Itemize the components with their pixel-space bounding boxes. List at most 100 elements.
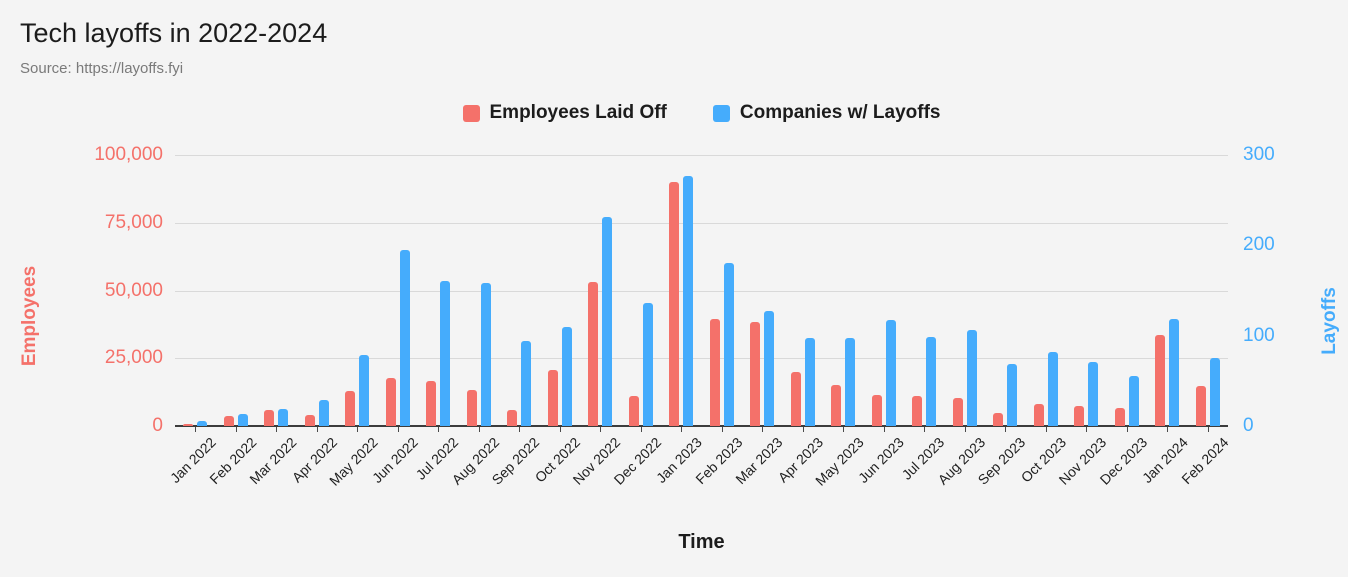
- bar-employees-laid-off-feb-2024[interactable]: [1195, 385, 1206, 426]
- bar-employees-laid-off-dec-2022[interactable]: [628, 395, 639, 426]
- bar-employees-laid-off-mar-2022[interactable]: [264, 410, 275, 426]
- bar-companies-w-layoffs-feb-2024[interactable]: [1209, 358, 1220, 426]
- bar-employees-laid-off-sep-2022[interactable]: [507, 410, 518, 426]
- bar-group-may-2023: [823, 155, 864, 426]
- gridline: [175, 358, 1228, 360]
- x-axis-tick-labels: Jan 2022 Feb 2022 Mar 2022 Apr 2022 May 2022…: [167, 434, 1232, 514]
- bar-employees-laid-off-jun-2023[interactable]: [871, 394, 882, 426]
- bar-companies-w-layoffs-sep-2022[interactable]: [521, 341, 532, 426]
- legend-item-companies-with-layoffs[interactable]: Companies w/ Layoffs: [712, 102, 940, 124]
- x-axis-tick-mark: [316, 427, 318, 432]
- bar-group-dec-2023: [1107, 155, 1148, 426]
- bar-employees-laid-off-apr-2022[interactable]: [304, 414, 315, 426]
- bar-companies-w-layoffs-apr-2022[interactable]: [318, 399, 329, 426]
- bar-employees-laid-off-may-2023[interactable]: [831, 384, 842, 426]
- bar-employees-laid-off-jan-2023[interactable]: [669, 182, 680, 426]
- x-axis-tick-mark: [1167, 427, 1169, 432]
- y-axis-title-employees: Employees: [19, 265, 40, 367]
- bar-group-feb-2022: [216, 155, 257, 426]
- bar-employees-laid-off-aug-2022[interactable]: [466, 389, 477, 426]
- y-left-tick-label: 25,000: [104, 347, 163, 369]
- bar-companies-w-layoffs-feb-2022[interactable]: [237, 414, 248, 426]
- x-axis-tick-mark: [802, 427, 804, 432]
- x-axis-tick-marks: [175, 427, 1228, 433]
- bar-companies-w-layoffs-jul-2022[interactable]: [440, 281, 451, 426]
- bar-companies-w-layoffs-jan-2024[interactable]: [1169, 319, 1180, 426]
- bar-employees-laid-off-jan-2024[interactable]: [1155, 334, 1166, 426]
- bar-employees-laid-off-oct-2023[interactable]: [1033, 404, 1044, 426]
- bar-companies-w-layoffs-jun-2023[interactable]: [885, 320, 896, 426]
- x-axis-tick-mark: [883, 427, 885, 432]
- x-axis-title-time: Time: [678, 531, 725, 553]
- bar-companies-w-layoffs-nov-2022[interactable]: [602, 217, 613, 426]
- x-axis-tick-mark: [276, 427, 278, 432]
- bar-employees-laid-off-apr-2023[interactable]: [790, 371, 801, 426]
- gridline: [175, 155, 1228, 156]
- y-axis-title-layoffs: Layoffs: [1319, 287, 1340, 355]
- bar-group-jun-2023: [864, 155, 905, 426]
- chart-source-subtitle: Source: https://layoffs.fyi: [20, 60, 184, 77]
- bar-employees-laid-off-mar-2023[interactable]: [750, 321, 761, 426]
- x-axis-tick-mark: [1126, 427, 1128, 432]
- bar-employees-laid-off-aug-2023[interactable]: [952, 397, 963, 426]
- bar-employees-laid-off-nov-2022[interactable]: [588, 281, 599, 426]
- bar-companies-w-layoffs-feb-2023[interactable]: [723, 263, 734, 426]
- x-axis-tick-mark: [397, 427, 399, 432]
- x-axis-tick-mark: [1207, 427, 1209, 432]
- x-axis-tick-mark: [762, 427, 764, 432]
- bar-companies-w-layoffs-aug-2023[interactable]: [966, 330, 977, 426]
- bar-employees-laid-off-may-2022[interactable]: [345, 390, 356, 426]
- x-axis-tick-mark: [357, 427, 359, 432]
- bar-companies-w-layoffs-mar-2022[interactable]: [278, 408, 289, 426]
- bar-companies-w-layoffs-may-2022[interactable]: [359, 354, 370, 426]
- y-right-tick-label: 300: [1243, 144, 1275, 165]
- bar-group-sep-2023: [985, 155, 1026, 426]
- bar-companies-w-layoffs-jan-2023[interactable]: [683, 175, 694, 426]
- bar-companies-w-layoffs-jun-2022[interactable]: [399, 249, 410, 426]
- bar-employees-laid-off-feb-2022[interactable]: [223, 415, 234, 426]
- bar-companies-w-layoffs-dec-2023[interactable]: [1128, 376, 1139, 426]
- x-axis-tick-mark: [1086, 427, 1088, 432]
- bar-group-oct-2022: [540, 155, 581, 426]
- bar-group-aug-2022: [459, 155, 500, 426]
- bar-group-mar-2023: [742, 155, 783, 426]
- x-axis-tick-mark: [600, 427, 602, 432]
- bar-employees-laid-off-dec-2023[interactable]: [1114, 407, 1125, 426]
- bar-employees-laid-off-jul-2023[interactable]: [912, 395, 923, 426]
- x-axis-tick-mark: [964, 427, 966, 432]
- bar-companies-w-layoffs-dec-2022[interactable]: [642, 303, 653, 426]
- bar-employees-laid-off-nov-2023[interactable]: [1074, 405, 1085, 426]
- chart-title: Tech layoffs in 2022-2024: [20, 18, 328, 48]
- bar-employees-laid-off-jun-2022[interactable]: [385, 377, 396, 426]
- bar-companies-w-layoffs-jul-2023[interactable]: [926, 336, 937, 426]
- bar-group-sep-2022: [499, 155, 540, 426]
- bar-employees-laid-off-feb-2023[interactable]: [709, 318, 720, 426]
- legend-swatch-blue-icon: [712, 104, 730, 122]
- x-axis-line: [175, 425, 1228, 427]
- bar-employees-laid-off-jul-2022[interactable]: [426, 381, 437, 426]
- y-right-tick-label: 200: [1243, 234, 1275, 256]
- y-left-tick-label: 0: [152, 415, 163, 436]
- x-axis-tick-mark: [640, 427, 642, 432]
- bar-companies-w-layoffs-sep-2023[interactable]: [1007, 363, 1018, 426]
- bar-companies-w-layoffs-oct-2023[interactable]: [1047, 351, 1058, 426]
- legend-item-employees-laid-off[interactable]: Employees Laid Off: [462, 102, 667, 124]
- bar-companies-w-layoffs-apr-2023[interactable]: [804, 338, 815, 426]
- bar-companies-w-layoffs-oct-2022[interactable]: [561, 326, 572, 426]
- bar-group-jan-2024: [1147, 155, 1188, 426]
- bar-companies-w-layoffs-may-2023[interactable]: [845, 338, 856, 426]
- bar-companies-w-layoffs-aug-2022[interactable]: [480, 283, 491, 426]
- legend-swatch-red-icon: [462, 104, 480, 122]
- bar-group-jul-2022: [418, 155, 459, 426]
- bar-companies-w-layoffs-nov-2023[interactable]: [1088, 361, 1099, 426]
- y-right-tick-label: 100: [1243, 324, 1275, 346]
- bar-employees-laid-off-oct-2022[interactable]: [547, 369, 558, 426]
- gridline: [175, 290, 1228, 292]
- bar-employees-laid-off-jan-2022[interactable]: [183, 424, 194, 426]
- bar-companies-w-layoffs-mar-2023[interactable]: [764, 311, 775, 426]
- plot-area: [175, 155, 1228, 427]
- bar-companies-w-layoffs-jan-2022[interactable]: [197, 421, 208, 426]
- bar-group-feb-2023: [702, 155, 743, 426]
- x-axis-tick-mark: [195, 427, 197, 432]
- bar-employees-laid-off-sep-2023[interactable]: [993, 413, 1004, 426]
